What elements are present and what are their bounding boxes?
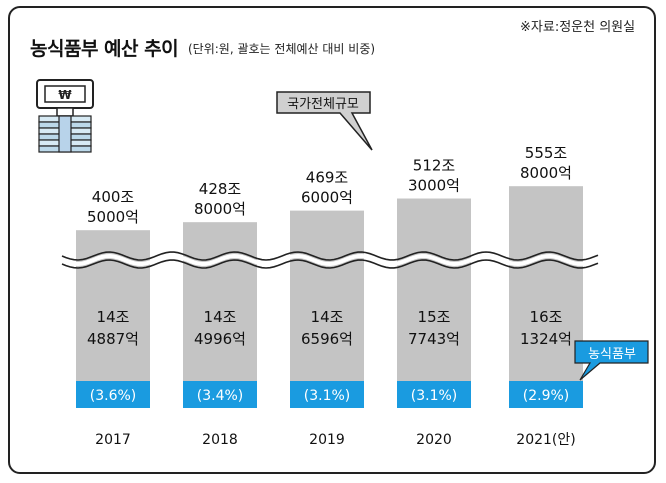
- total-label-2018: 8000억: [194, 200, 246, 218]
- share-label-2019: (3.1%): [304, 388, 351, 404]
- x-tick-2020: 2020: [416, 432, 452, 448]
- share-box-2020: [397, 381, 471, 408]
- total-label-2021(안): 8000억: [520, 164, 572, 182]
- total-label-2017: 5000억: [87, 208, 139, 226]
- total-callout: 국가전체규모: [276, 91, 373, 151]
- total-label-2017: 400조: [92, 188, 135, 206]
- x-tick-2018: 2018: [202, 432, 238, 448]
- ministry-label-2019: 14조: [311, 308, 344, 326]
- total-callout-label: 국가전체규모: [287, 97, 359, 112]
- bar-total-2021(안): [509, 186, 583, 408]
- ministry-label-2017: 4887억: [87, 330, 139, 348]
- axis-break: [61, 259, 599, 269]
- share-box-2017: [76, 381, 150, 408]
- svg-text:₩: ₩: [58, 88, 72, 102]
- total-label-2019: 6000억: [301, 189, 353, 207]
- total-label-2020: 3000억: [408, 177, 460, 195]
- total-label-2020: 512조: [413, 157, 456, 175]
- ministry-label-2020: 15조: [418, 308, 451, 326]
- total-label-2019: 469조: [306, 169, 349, 187]
- money-stack-icon: ₩: [36, 79, 94, 153]
- total-label-2018: 428조: [199, 180, 242, 198]
- ministry-label-2020: 7743억: [408, 330, 460, 348]
- share-label-2021(안): (2.9%): [523, 388, 570, 404]
- ministry-label-2018: 4996억: [194, 330, 246, 348]
- unit-note: (단위:원, 괄호는 전체예산 대비 비중): [188, 42, 376, 56]
- share-box-2018: [183, 381, 257, 408]
- ministry-label-2018: 14조: [204, 308, 237, 326]
- bar-total-2019: [290, 210, 364, 408]
- x-tick-2021(안): 2021(안): [516, 432, 575, 448]
- source-note: ※자료:정운천 의원실: [520, 20, 636, 35]
- share-label-2020: (3.1%): [411, 388, 458, 404]
- share-box-2019: [290, 381, 364, 408]
- ministry-label-2021(안): 16조: [530, 308, 563, 326]
- ministry-label-2021(안): 1324억: [520, 330, 572, 348]
- total-label-2021(안): 555조: [525, 144, 568, 162]
- x-tick-2019: 2019: [309, 432, 345, 448]
- share-box-2021(안): [509, 381, 583, 408]
- ministry-label-2019: 6596억: [301, 330, 353, 348]
- axis-break: [61, 251, 599, 261]
- share-label-2017: (3.6%): [90, 388, 137, 404]
- ministry-callout: 농식품부: [574, 340, 649, 381]
- ministry-callout-label: 농식품부: [588, 347, 636, 362]
- axis-break: [61, 253, 599, 267]
- ministry-label-2017: 14조: [97, 308, 130, 326]
- chart-title: 농식품부 예산 추이: [30, 38, 179, 60]
- share-label-2018: (3.4%): [197, 388, 244, 404]
- x-tick-2017: 2017: [95, 432, 131, 448]
- bar-total-2020: [397, 198, 471, 408]
